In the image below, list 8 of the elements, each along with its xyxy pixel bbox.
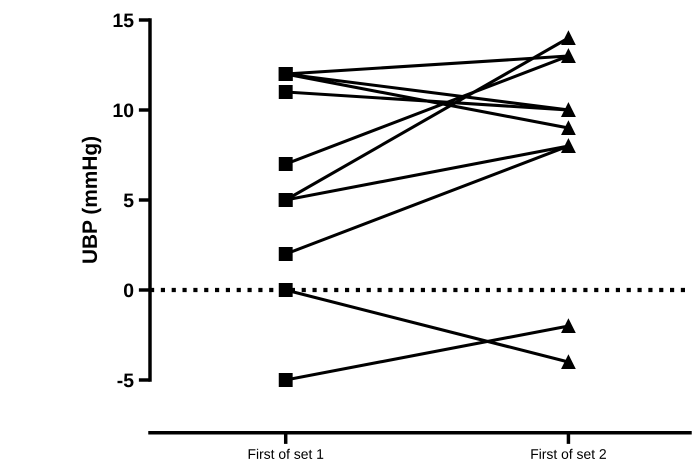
x-tick-label: First of set 2 [531, 448, 606, 459]
y-tick-label: -5 [118, 374, 134, 388]
y-tick-label: 10 [114, 103, 134, 118]
y-tick-label: 0 [124, 283, 134, 298]
y-axis-title: UBP (mmHg) [82, 136, 102, 263]
y-tick-label: 5 [124, 194, 134, 208]
y-tick-label: 15 [114, 14, 134, 28]
x-tick-label: First of set 1 [248, 448, 324, 459]
